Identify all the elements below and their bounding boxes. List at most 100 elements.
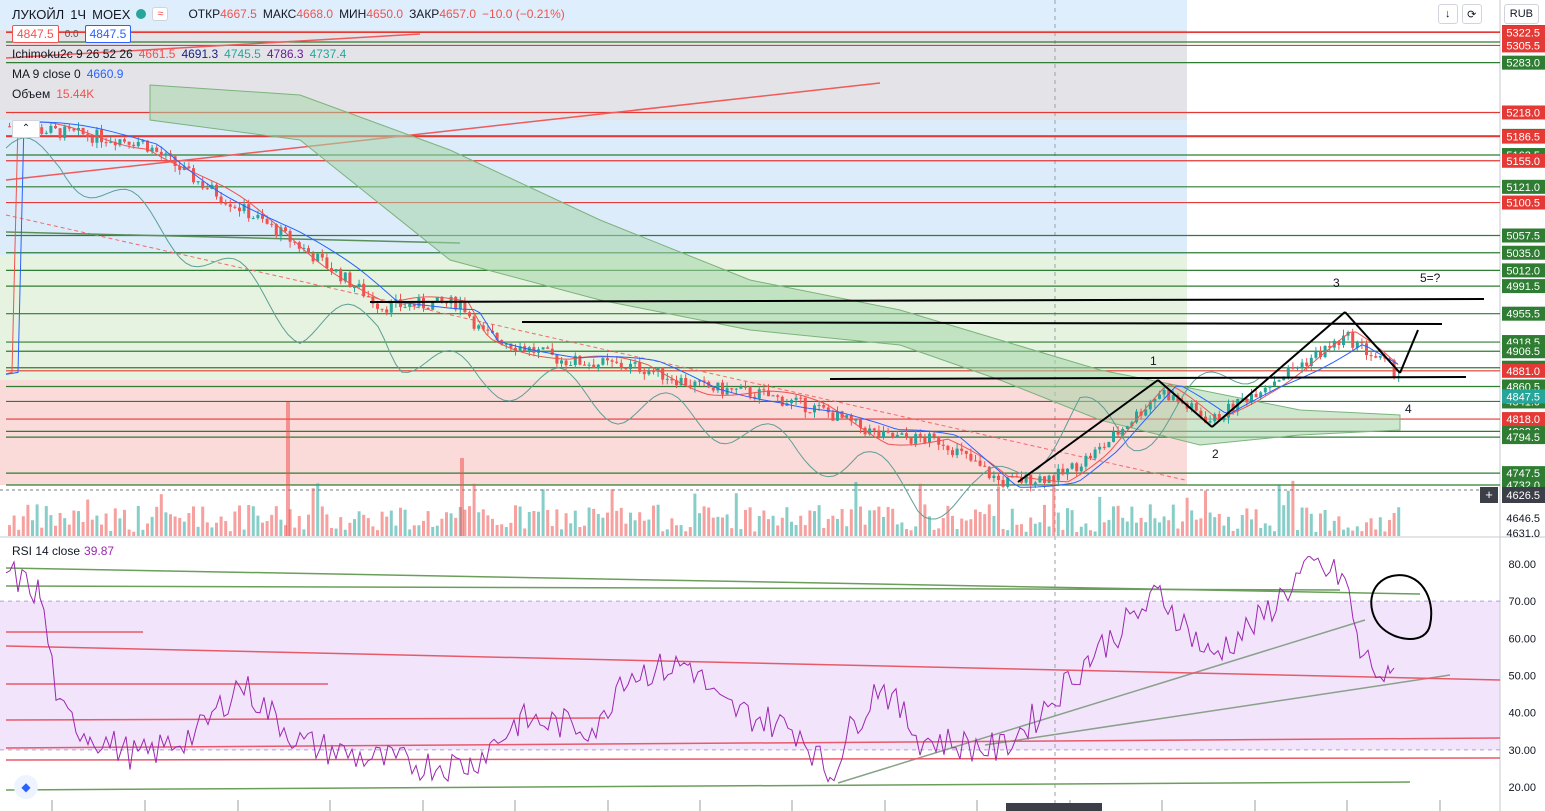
candle-body [583, 364, 586, 366]
candle-body [146, 140, 149, 152]
volume-bar [357, 511, 361, 536]
collapse-legend-button[interactable]: ⌃ [12, 120, 40, 138]
candle-body [1001, 479, 1005, 487]
volume-bar [1112, 506, 1115, 536]
candle-body [560, 360, 563, 364]
volume-bar [17, 529, 21, 536]
volume-bar [1240, 514, 1244, 536]
candle-body [601, 358, 605, 365]
candle-body [265, 218, 269, 224]
volume-bar [316, 483, 320, 536]
rsi-legend[interactable]: RSI 14 close 39.87 [12, 544, 115, 558]
refresh-icon[interactable]: ⟳ [1461, 4, 1482, 24]
volume-bar [31, 520, 34, 536]
candle-body [113, 141, 117, 146]
volume-bar [748, 507, 752, 536]
candle-body [109, 141, 113, 143]
ma-legend[interactable]: MA 9 close 0 4660.9 [12, 67, 124, 81]
candle-body [1319, 351, 1322, 358]
arrow-down-icon[interactable]: ↓ [1437, 4, 1458, 24]
candle-body [468, 312, 471, 317]
volume-bar [192, 506, 195, 536]
volume-bar [238, 505, 241, 536]
candle-body [458, 301, 462, 310]
volume-bar [325, 514, 329, 536]
volume-bar [1273, 531, 1276, 536]
candle-body [969, 453, 973, 461]
candle-body [859, 418, 862, 428]
candle-body [688, 385, 692, 387]
sell-button[interactable]: 4847.5 [12, 25, 59, 43]
volume-bar [983, 514, 987, 536]
candle-body [1066, 468, 1069, 475]
volume-bar [1107, 519, 1111, 536]
candle-body [408, 303, 412, 307]
drawn-trend-line [1211, 311, 1346, 428]
candle-body [472, 316, 476, 329]
drawn-trend-line [1017, 379, 1159, 483]
volume-bar [228, 531, 232, 536]
volume-bar [284, 525, 287, 536]
volume-legend[interactable]: Объем 15.44K [12, 87, 95, 101]
axis-level-green [1502, 228, 1545, 243]
candle-body [371, 296, 375, 304]
candle-body [63, 126, 67, 138]
volume-bar [596, 514, 600, 536]
candle-body [1033, 482, 1037, 486]
candle-body [86, 134, 90, 137]
volume-bars [8, 402, 1401, 536]
volume-bar [1213, 517, 1217, 536]
buy-button[interactable]: 4847.5 [84, 25, 132, 43]
volume-bar [1052, 480, 1056, 536]
symbol-name[interactable]: ЛУКОЙЛ [12, 6, 65, 22]
candle-body [587, 364, 591, 366]
volume-bar [54, 525, 57, 536]
volume-bar [675, 525, 678, 536]
interval[interactable]: 1Ч [70, 6, 87, 22]
candle-body [1075, 463, 1079, 472]
candle-body [656, 367, 660, 372]
volume-bar [422, 520, 425, 536]
volume-bar [481, 509, 485, 536]
volume-bar [247, 504, 251, 536]
volume-bar [739, 529, 743, 536]
candle-body [702, 380, 706, 382]
candle-body [353, 286, 356, 288]
candle-body [1392, 360, 1396, 377]
axis-level-green-text: 4906.5 [1506, 346, 1540, 358]
volume-bar [132, 531, 136, 536]
volume-bar [1194, 519, 1198, 536]
candle-body [679, 377, 683, 386]
candle-body [914, 433, 918, 444]
currency-button[interactable]: RUB [1503, 4, 1539, 24]
volume-bar [1075, 531, 1079, 536]
candle-body [238, 207, 241, 212]
add-crosshair-icon[interactable]: + [1480, 487, 1498, 503]
volume-bar [762, 510, 766, 536]
tradingview-logo-icon[interactable]: ◆ [14, 775, 38, 799]
candle-body [201, 181, 205, 189]
volume-bar [918, 483, 922, 536]
candle-body [274, 224, 278, 237]
volume-bar [270, 514, 274, 536]
axis-level-red [1502, 105, 1545, 120]
volume-bar [523, 528, 527, 536]
candle-body [279, 227, 283, 237]
candle-body [564, 360, 568, 366]
candle-body [440, 296, 444, 302]
volume-bar [698, 513, 701, 536]
compare-icon[interactable]: ≈ [152, 7, 169, 21]
candle-body [205, 188, 209, 190]
volume-bar [1020, 524, 1023, 536]
ichimoku-legend[interactable]: Ichimoku2c 9 26 52 26 4661.5 4691.3 4745… [12, 47, 347, 61]
candle-body [1328, 346, 1332, 348]
drawn-trend-line [829, 376, 1467, 380]
candle-body [569, 365, 573, 367]
candle-body [385, 309, 389, 313]
volume-bar [233, 511, 237, 536]
volume-bar [1208, 512, 1212, 536]
candle-body [256, 214, 260, 219]
volume-bar [1291, 480, 1295, 536]
axis-level-green [1502, 306, 1545, 321]
